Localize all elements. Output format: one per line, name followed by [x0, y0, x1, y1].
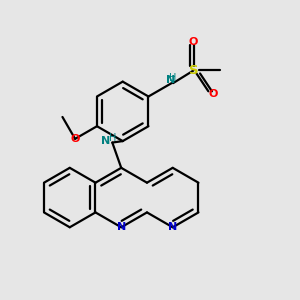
Text: H: H: [169, 73, 177, 83]
Text: O: O: [70, 134, 80, 144]
Text: N: N: [168, 222, 177, 232]
Text: S: S: [189, 64, 198, 77]
Text: N: N: [117, 222, 126, 232]
Text: N: N: [166, 75, 175, 85]
Text: O: O: [208, 89, 218, 99]
Text: O: O: [189, 37, 198, 47]
Text: N: N: [101, 136, 110, 146]
Text: H: H: [109, 133, 116, 143]
